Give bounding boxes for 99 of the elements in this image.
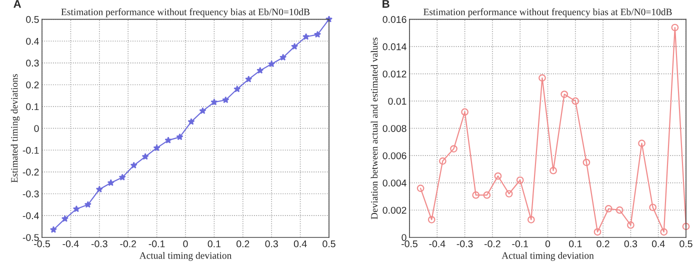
point bbox=[572, 97, 580, 105]
point bbox=[483, 191, 491, 199]
y-tick-label: 0.012 bbox=[382, 70, 406, 78]
y-tick-label: 0.006 bbox=[382, 152, 406, 160]
y-tick-label: 0.2 bbox=[26, 81, 39, 88]
x-axis-title: Actual timing deviation bbox=[139, 252, 232, 261]
point bbox=[527, 216, 535, 224]
point bbox=[118, 174, 126, 180]
point bbox=[682, 222, 690, 230]
point bbox=[314, 30, 322, 38]
y-tick-label: 0.5 bbox=[26, 16, 39, 23]
y-tick-label: 0.01 bbox=[388, 98, 406, 105]
x-tick-label: 0 bbox=[545, 240, 550, 248]
point bbox=[61, 215, 68, 222]
point bbox=[627, 221, 634, 229]
point bbox=[268, 60, 276, 68]
x-tick-label: 0.2 bbox=[596, 240, 610, 248]
chart-title: Estimation performance without frequency bias at Eb/N0=10dB bbox=[61, 8, 310, 18]
point bbox=[439, 157, 446, 165]
x-tick-label: 0.3 bbox=[624, 240, 638, 248]
y-tick-label: 0 bbox=[402, 234, 406, 241]
point bbox=[461, 108, 468, 116]
y-axis-title: Estimated timing deviations bbox=[10, 74, 20, 183]
x-tick-label: 0.5 bbox=[322, 240, 336, 248]
y-axis-title: Deviation between actual and estimated values bbox=[370, 38, 378, 220]
point bbox=[222, 96, 230, 104]
x-tick-label: 0.4 bbox=[294, 240, 307, 248]
point bbox=[450, 145, 458, 152]
y-tick-label: 0.014 bbox=[382, 43, 406, 50]
x-tick-label: 0.1 bbox=[569, 240, 582, 248]
point bbox=[638, 140, 646, 148]
y-tick-label: -0.5 bbox=[22, 234, 39, 241]
point bbox=[550, 166, 557, 174]
x-tick-label: 0.4 bbox=[652, 240, 665, 248]
x-tick-label: -0.3 bbox=[456, 240, 473, 248]
point bbox=[130, 162, 138, 168]
y-tick-label: 0.004 bbox=[382, 180, 406, 186]
point bbox=[107, 179, 114, 186]
point bbox=[516, 176, 524, 184]
x-tick-label: -0.5 bbox=[34, 240, 50, 248]
point bbox=[291, 42, 298, 50]
y-tick-label: 0.3 bbox=[26, 60, 39, 67]
point bbox=[164, 136, 172, 144]
point bbox=[660, 228, 668, 236]
x-tick-label: 0.2 bbox=[236, 240, 250, 248]
point bbox=[84, 200, 92, 208]
point bbox=[234, 85, 241, 92]
x-tick-label: -0.1 bbox=[512, 240, 528, 248]
y-tick-label: -0.1 bbox=[22, 146, 39, 154]
point bbox=[245, 76, 252, 82]
x-tick-label: 0.3 bbox=[265, 240, 278, 248]
x-tick-label: -0.4 bbox=[62, 240, 79, 248]
point bbox=[199, 107, 206, 114]
point bbox=[505, 190, 513, 198]
y-tick-label: 0.4 bbox=[26, 38, 39, 45]
point bbox=[72, 205, 80, 212]
point bbox=[582, 158, 590, 166]
point bbox=[210, 98, 218, 106]
text: A bbox=[14, 0, 22, 8]
y-tick-label: 0 bbox=[34, 125, 39, 132]
point bbox=[616, 206, 624, 214]
point bbox=[142, 153, 149, 160]
x-tick-label: 0.5 bbox=[680, 240, 692, 248]
x-tick-label: -0.3 bbox=[91, 240, 108, 248]
y-tick-label: -0.4 bbox=[22, 212, 39, 220]
point bbox=[671, 24, 679, 32]
point bbox=[416, 184, 424, 192]
x-tick-label: 0 bbox=[183, 240, 188, 248]
y-tick-label: 0.002 bbox=[382, 206, 406, 214]
point bbox=[649, 204, 656, 212]
point bbox=[153, 144, 160, 152]
chart-title: Estimation performance without frequency bias at Eb/N0=10dB bbox=[424, 8, 672, 18]
point bbox=[560, 90, 568, 98]
x-axis-title: Actual timing deviation bbox=[502, 252, 594, 261]
x-tick-label: -0.5 bbox=[402, 240, 418, 248]
point bbox=[538, 74, 546, 82]
y-tick-label: 0.1 bbox=[26, 103, 39, 110]
y-tick-label: 0.008 bbox=[382, 125, 406, 132]
y-tick-label: 0.016 bbox=[382, 16, 406, 23]
point bbox=[96, 186, 103, 192]
x-tick-label: -0.1 bbox=[148, 240, 165, 248]
point bbox=[472, 191, 480, 199]
point bbox=[176, 133, 184, 140]
x-tick-label: -0.2 bbox=[484, 240, 500, 248]
text: B bbox=[382, 0, 390, 8]
x-tick-label: -0.4 bbox=[429, 240, 446, 248]
x-tick-label: 0.1 bbox=[208, 240, 220, 248]
point bbox=[594, 228, 602, 236]
point bbox=[280, 54, 287, 61]
point bbox=[428, 216, 436, 224]
point bbox=[256, 66, 264, 74]
point bbox=[302, 33, 310, 40]
point bbox=[494, 172, 502, 180]
point bbox=[188, 118, 195, 125]
x-tick-label: -0.2 bbox=[120, 240, 136, 248]
y-tick-label: -0.3 bbox=[22, 190, 39, 198]
point bbox=[50, 226, 58, 233]
y-tick-label: -0.2 bbox=[22, 168, 39, 176]
point bbox=[604, 205, 612, 212]
